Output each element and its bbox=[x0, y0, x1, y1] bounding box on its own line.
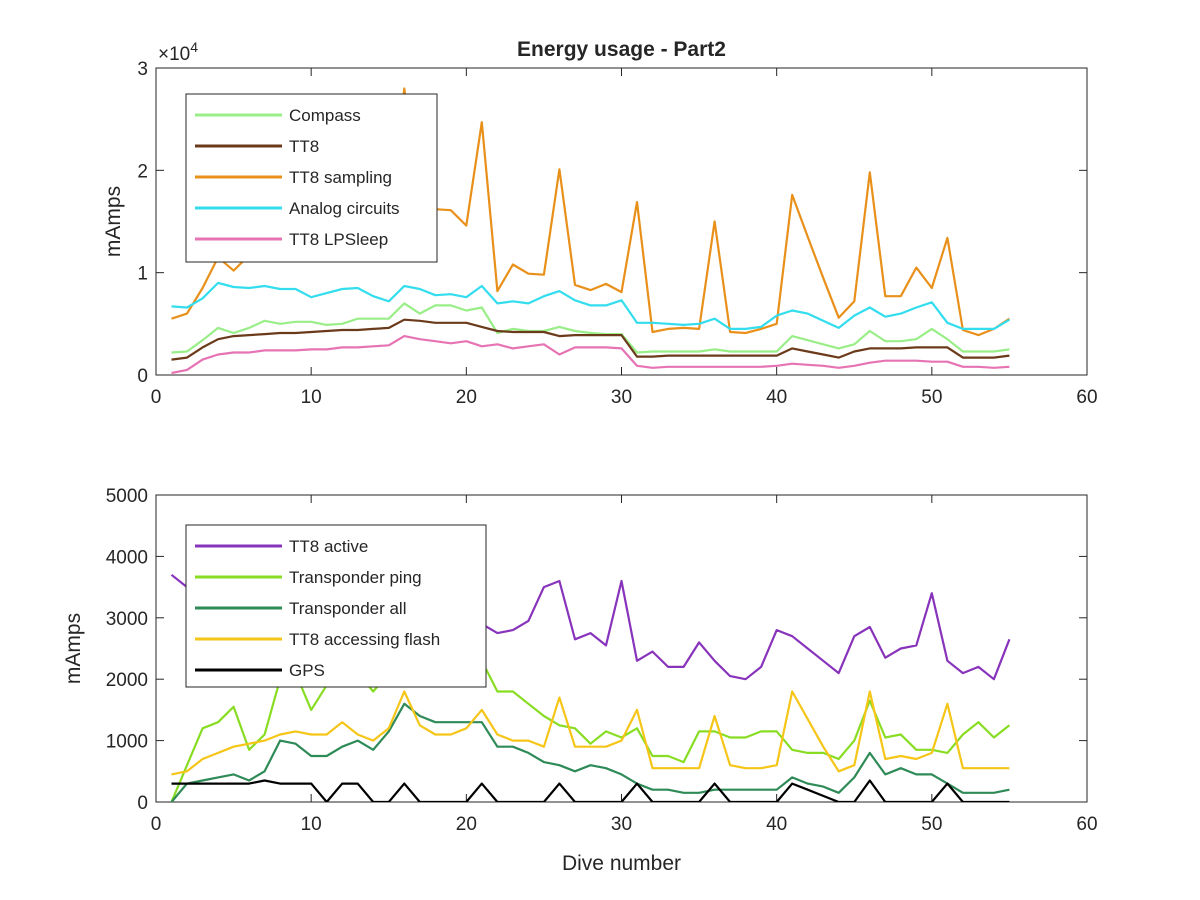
series-line-transponder-ping bbox=[170, 659, 1011, 802]
series-line-analog-circuits bbox=[171, 281, 1010, 330]
y-tick-label: 1000 bbox=[106, 732, 148, 753]
y-axis-label: mAmps bbox=[62, 613, 85, 684]
legend-entry-label: TT8 sampling bbox=[289, 168, 392, 187]
x-tick-label: 20 bbox=[456, 814, 477, 835]
y-tick-label: 3 bbox=[137, 59, 148, 80]
x-tick-label: 10 bbox=[301, 814, 322, 835]
x-tick-label: 0 bbox=[151, 387, 162, 408]
x-tick-label: 10 bbox=[301, 387, 322, 408]
x-tick-label: 0 bbox=[151, 814, 162, 835]
legend-entry-label: Compass bbox=[289, 106, 361, 125]
x-tick-label: 30 bbox=[611, 387, 632, 408]
y-tick-label: 2000 bbox=[106, 670, 148, 691]
y-tick-label: 3000 bbox=[106, 609, 148, 630]
legend-entry-label: TT8 active bbox=[289, 537, 368, 556]
legend-entry-label: TT8 LPSleep bbox=[289, 230, 388, 249]
x-tick-label: 50 bbox=[921, 387, 942, 408]
series-line-transponder-all bbox=[170, 702, 1010, 802]
x-tick-label: 40 bbox=[766, 387, 787, 408]
y-axis-label: mAmps bbox=[102, 186, 125, 257]
series-line-tt8-lpsleep bbox=[171, 335, 1010, 375]
series-line-gps bbox=[171, 779, 1010, 802]
bottom-chart: 0 10 20 30 40 50 60 0 1000 2000 3000 4000 5000 mAmps D… bbox=[62, 486, 1098, 875]
x-tick-label: 60 bbox=[1076, 387, 1097, 408]
series-line-compass bbox=[171, 302, 1010, 354]
legend-entry-label: TT8 bbox=[289, 137, 319, 156]
legend: TT8 active Transponder ping Transponder al… bbox=[185, 524, 487, 688]
legend-entry-label: GPS bbox=[289, 661, 325, 680]
y-tick-label: 2 bbox=[137, 161, 148, 182]
series-line-tt8-accessing-flash bbox=[171, 690, 1010, 776]
series-line-tt8 bbox=[171, 318, 1010, 361]
x-tick-label: 40 bbox=[766, 814, 787, 835]
legend-entry-label: Transponder all bbox=[289, 599, 407, 618]
x-tick-label: 30 bbox=[611, 814, 632, 835]
legend-entry-label: Transponder ping bbox=[289, 568, 422, 587]
x-tick-label: 50 bbox=[921, 814, 942, 835]
chart-title: Energy usage - Part2 bbox=[517, 38, 726, 61]
y-tick-label: 4000 bbox=[106, 547, 148, 568]
y-tick-label: 1 bbox=[137, 264, 148, 285]
legend-entry-label: TT8 accessing flash bbox=[289, 630, 440, 649]
y-tick-label: 5000 bbox=[106, 486, 148, 507]
legend-box bbox=[185, 524, 487, 688]
legend: Compass TT8 TT8 sampling Analog circuits TT8… bbox=[185, 93, 438, 263]
legend-entry-label: Analog circuits bbox=[289, 199, 400, 218]
y-exponent-power: 4 bbox=[190, 39, 198, 55]
x-tick-label: 20 bbox=[456, 387, 477, 408]
x-axis-label: Dive number bbox=[562, 852, 681, 875]
x-tick-label: 60 bbox=[1076, 814, 1097, 835]
y-tick-label: 0 bbox=[137, 793, 148, 814]
y-tick-label: 0 bbox=[137, 366, 148, 387]
